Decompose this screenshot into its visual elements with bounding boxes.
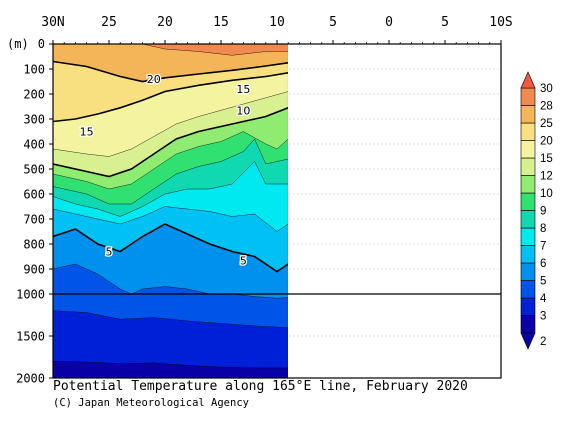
temperature-bands (53, 44, 288, 378)
colorbar-label: 10 (540, 188, 553, 200)
isotherm-labels: 20 15 10 15 5 5 (78, 72, 251, 269)
colorbar-swatch (520, 315, 536, 334)
colorbar-label: 3 (540, 311, 546, 323)
chart-title: Potential Temperature along 165°E line, … (53, 379, 468, 394)
x-tick-label: 15 (213, 15, 229, 30)
x-tick-label: 0 (385, 15, 393, 30)
colorbar-swatch (520, 140, 536, 159)
x-tick-label: 5 (441, 15, 449, 30)
band-3 (53, 310, 288, 378)
isotherm-10 (53, 107, 288, 178)
colorbar-label: 9 (540, 206, 546, 218)
colorbar-label: 25 (540, 118, 553, 130)
colorbar-swatch (520, 280, 536, 299)
colorbar-swatch (520, 297, 536, 316)
colorbar-swatch (520, 87, 536, 106)
colorbar-label: 5 (540, 276, 546, 288)
x-tick-label: 5 (329, 15, 337, 30)
isotherm-label: 15 (236, 83, 250, 96)
y-tick-label: 1500 (16, 330, 45, 344)
colorbar-min-arrow (520, 332, 536, 350)
colorbar-label: 28 (540, 101, 553, 113)
y-tick-label: 500 (23, 163, 45, 177)
isotherm-lines (53, 60, 288, 273)
isotherm-label: 5 (240, 254, 247, 267)
y-tick-label: 1000 (16, 288, 45, 302)
colorbar-label: 12 (540, 171, 553, 183)
colorbar-label: 15 (540, 153, 553, 165)
colorbar-swatch (520, 227, 536, 246)
y-tick-label: 800 (23, 238, 45, 252)
y-tick-label: 100 (23, 63, 45, 77)
isotherm-label: 15 (80, 126, 94, 139)
x-axis: 30N 25 20 15 10 5 0 5 10S (41, 15, 513, 44)
y-tick-label: 600 (23, 188, 45, 202)
colorbar-swatch (520, 192, 536, 211)
y-tick-label: 0 (38, 37, 45, 51)
colorbar-label: 20 (540, 136, 553, 148)
colorbar-swatch (520, 157, 536, 176)
colorbar-label: 30 (540, 83, 553, 95)
y-axis: 100 200 300 400 500 600 700 800 900 1000 1500 2000 0 (16, 37, 53, 386)
band-2 (53, 360, 288, 378)
isotherm-5 (53, 223, 288, 273)
y-tick-label: 2000 (16, 372, 45, 386)
x-tick-label: 25 (101, 15, 117, 30)
colorbar-swatch (520, 262, 536, 281)
x-tick-label: 20 (157, 15, 173, 30)
colorbar-label: 7 (540, 241, 546, 253)
isotherm-label: 10 (236, 104, 250, 117)
credit-line: (C) Japan Meteorological Agency (53, 397, 249, 409)
x-tick-label: 10S (489, 15, 512, 30)
isotherm-label: 20 (147, 73, 161, 86)
y-tick-label: 400 (23, 138, 45, 152)
isotherm-20 (53, 60, 288, 83)
y-tick-label: 700 (23, 213, 45, 227)
x-tick-label: 10 (269, 15, 285, 30)
colorbar-swatch (520, 175, 536, 194)
isotherm-15 (53, 72, 288, 123)
y-tick-label: 200 (23, 88, 45, 102)
isotherm-label: 5 (106, 246, 113, 259)
colorbar-swatch (520, 245, 536, 264)
colorbar: 2 3 4 5 6 7 8 9 10 12 15 20 25 28 30 (520, 71, 553, 350)
colorbar-label: 6 (540, 258, 546, 270)
colorbar-swatch (520, 105, 536, 124)
colorbar-swatch (520, 210, 536, 229)
x-tick-label: 30N (41, 15, 64, 30)
y-tick-label: 300 (23, 113, 45, 127)
y-tick-label: 900 (23, 263, 45, 277)
colorbar-label: 2 (540, 336, 546, 348)
colorbar-label: 8 (540, 223, 546, 235)
colorbar-max-arrow (520, 71, 536, 89)
colorbar-label: 4 (540, 293, 547, 305)
colorbar-swatch (520, 122, 536, 141)
y-unit-label: (m) (7, 37, 29, 51)
